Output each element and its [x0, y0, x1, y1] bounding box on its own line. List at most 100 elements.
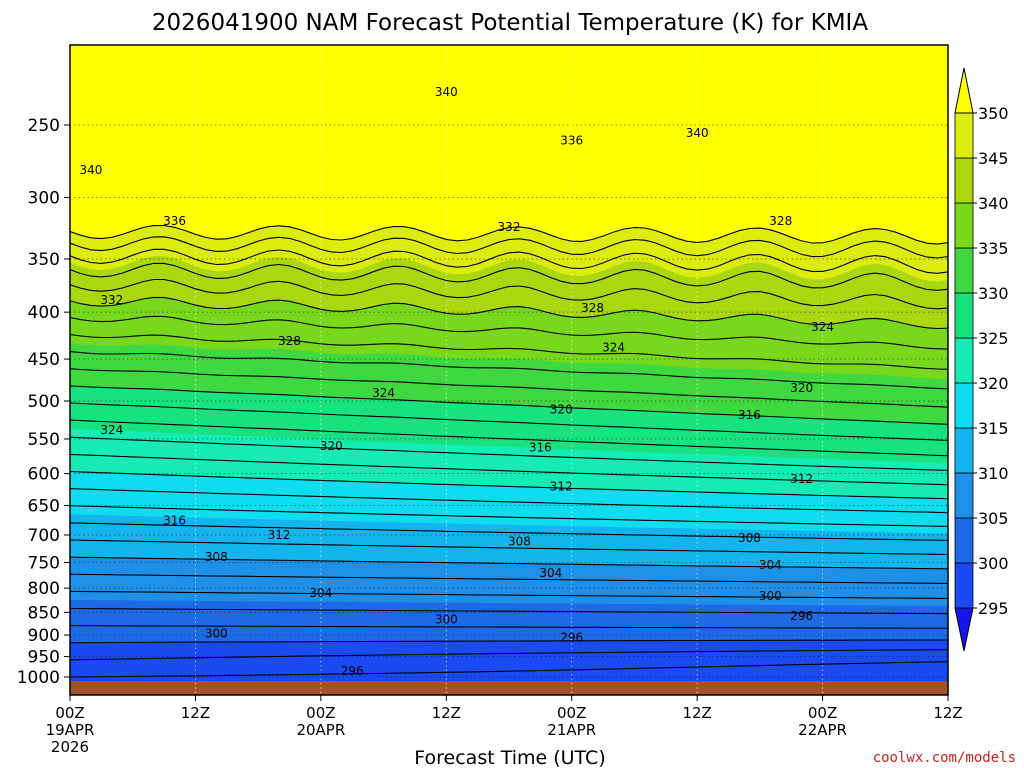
- y-tick-label: 950: [28, 648, 60, 668]
- x-tick-date: 19APR: [46, 721, 95, 739]
- contour-334: [69, 351, 949, 390]
- x-tick-date: 21APR: [547, 721, 596, 739]
- contour-302: [69, 625, 949, 629]
- contour-346: [69, 248, 949, 274]
- colorbar-label: 300: [978, 554, 1009, 573]
- y-tick-label: 600: [28, 465, 60, 485]
- contour-324: [69, 436, 949, 471]
- contour-label: 308: [205, 550, 228, 564]
- plot-frame: [69, 44, 949, 696]
- y-tick-label: 850: [28, 603, 60, 623]
- colorbar-label: 325: [978, 329, 1009, 348]
- contour-344: [69, 262, 949, 291]
- colorbar-label: 305: [978, 509, 1009, 528]
- contour-296: [69, 661, 949, 678]
- contour-label: 316: [529, 441, 552, 455]
- colorbar-segment: [954, 292, 974, 339]
- contour-304: [69, 607, 949, 615]
- contour-332: [69, 368, 949, 408]
- y-tick-label: 500: [28, 392, 60, 412]
- isentrope-contours: [69, 224, 949, 678]
- x-tick-label: 12Z: [432, 704, 461, 722]
- contour-label: 340: [435, 85, 458, 99]
- x-tick-label: 00Z: [557, 704, 586, 722]
- contour-label: 324: [100, 423, 123, 437]
- colorbar-arrow-high: [954, 67, 974, 114]
- colorbar-segment: [954, 112, 974, 159]
- band-350: [70, 45, 948, 245]
- x-tick-label: 00Z: [306, 704, 335, 722]
- colorbar-label: 340: [978, 194, 1009, 213]
- x-tick-date: 22APR: [798, 721, 847, 739]
- x-tick-label: 12Z: [933, 704, 962, 722]
- contour-label: 304: [539, 566, 562, 580]
- contour-label: 304: [309, 586, 332, 600]
- contour-298: [69, 649, 948, 661]
- contour-label: 328: [278, 334, 301, 348]
- colorbar-segment: [954, 382, 974, 429]
- contour-322: [69, 453, 949, 486]
- colorbar-label: 345: [978, 149, 1009, 168]
- colorbar-label: 295: [978, 599, 1009, 618]
- contour-306: [69, 590, 949, 599]
- colorbar-label: 335: [978, 239, 1009, 258]
- contour-316: [69, 505, 949, 527]
- contour-328: [69, 402, 949, 441]
- contour-308: [69, 573, 949, 584]
- contour-340: [69, 296, 949, 330]
- y-tick-label: 800: [28, 579, 60, 599]
- contour-label: 332: [100, 293, 123, 307]
- contour-348: [69, 236, 949, 259]
- y-tick-label: 400: [28, 303, 60, 323]
- y-tick-label: 350: [28, 250, 60, 270]
- contour-label: 300: [759, 589, 782, 603]
- y-tick-label: 300: [28, 189, 60, 209]
- colorbar-segment: [954, 202, 974, 249]
- contour-label: 308: [738, 531, 761, 545]
- contour-label: 312: [268, 528, 291, 542]
- y-tick-label: 900: [28, 626, 60, 646]
- y-axis-ticks: 250 300 350 400 450 500 550 600 650 700 750 800 850 9…: [17, 116, 70, 688]
- potential-temperature-bands: [70, 45, 948, 681]
- y-tick-label: 450: [28, 350, 60, 370]
- colorbar-segment: [954, 472, 974, 519]
- x-tick-year: 2026: [51, 738, 89, 756]
- contour-label: 300: [435, 612, 458, 626]
- contour-label: 316: [163, 513, 186, 527]
- contour-326: [69, 419, 949, 457]
- contour-label: 316: [738, 408, 761, 422]
- contour-320: [69, 470, 949, 500]
- contour-label: 340: [686, 126, 709, 140]
- contour-300: [70, 639, 948, 644]
- contour-label: 300: [205, 627, 228, 641]
- ground-surface: [70, 681, 948, 695]
- contour-label: 296: [560, 630, 583, 644]
- x-tick-label: 12Z: [682, 704, 711, 722]
- contour-336: [69, 333, 949, 370]
- contour-label: 320: [550, 403, 573, 417]
- x-tick-label: 00Z: [55, 704, 84, 722]
- contour-label: 332: [498, 220, 521, 234]
- contour-330: [69, 385, 949, 425]
- y-tick-label: 250: [28, 116, 60, 136]
- contour-label: 312: [550, 480, 573, 494]
- colorbar-label: 310: [978, 464, 1009, 483]
- colorbar: 295 300 305 310 315 320 325 330 335 340 345 350: [954, 67, 1009, 652]
- contour-label: 328: [581, 301, 604, 315]
- contour-label: 328: [769, 214, 792, 228]
- colorbar-segment: [954, 427, 974, 474]
- contour-342: [69, 278, 949, 310]
- contour-label: 324: [811, 320, 834, 334]
- colorbar-segment: [954, 517, 974, 564]
- contour-label: 324: [602, 340, 625, 354]
- chart-title: 2026041900 NAM Forecast Potential Temper…: [152, 10, 868, 36]
- colorbar-label: 350: [978, 104, 1009, 123]
- contour-labels: 340 340 340 336 336 332 332 328 328 328 324 324 324 3…: [79, 85, 834, 678]
- contour-label: 312: [790, 472, 813, 486]
- contour-label: 304: [759, 558, 782, 572]
- x-axis-label: Forecast Time (UTC): [414, 747, 605, 768]
- colorbar-segment: [954, 247, 974, 294]
- contour-label: 320: [790, 381, 813, 395]
- credit-text: coolwx.com/models: [873, 750, 1016, 766]
